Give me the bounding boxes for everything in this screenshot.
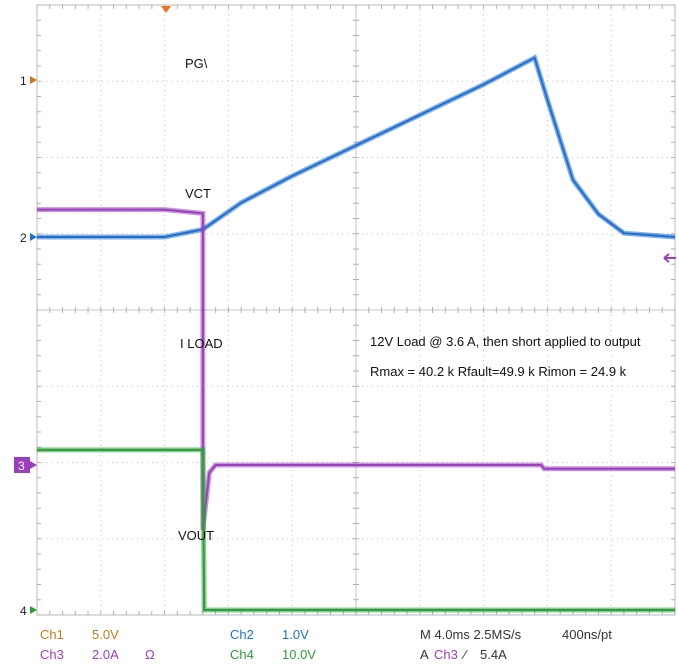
trigger-prefix: A	[420, 647, 429, 662]
trigger-slope-icon: ∕	[464, 647, 467, 662]
annotation-test-condition: 12V Load @ 3.6 A, then short applied to …	[370, 334, 641, 349]
channel-marker-arrow	[30, 461, 37, 469]
trigger-channel: Ch3	[434, 647, 458, 662]
channel-marker-arrow	[30, 76, 37, 84]
ch3-scale: 2.0A	[92, 647, 119, 662]
channel-marker-label: 1	[20, 74, 27, 88]
trace-label-pg: PG\	[185, 56, 208, 71]
channel-marker-label: 2	[20, 231, 27, 245]
trace-iload	[37, 208, 675, 530]
ch1-label: Ch1	[40, 627, 64, 642]
ch2-label: Ch2	[230, 627, 254, 642]
record-readout: 400ns/pt	[562, 627, 612, 642]
trace-vout	[37, 448, 675, 611]
channel-marker-label: 3	[18, 459, 25, 473]
ch4-scale: 10.0V	[282, 647, 316, 662]
ch2-scale: 1.0V	[282, 627, 309, 642]
ch3-label: Ch3	[40, 647, 64, 662]
channel-marker-label: 4	[20, 604, 27, 618]
channel-marker-arrow	[30, 233, 37, 241]
waveform-traces	[37, 54, 676, 613]
oscilloscope-plot: 1 2 3 4 PG\ VCT I LOAD VOUT 12V Load @ 3.6 …	[14, 4, 676, 618]
ch3-unit: Ω	[145, 647, 155, 662]
scope-readout: Ch1 5.0V Ch2 1.0V M 4.0ms 2.5MS/s 400ns/…	[0, 620, 679, 672]
trigger-level: 5.4A	[480, 647, 507, 662]
timebase-readout: M 4.0ms 2.5MS/s	[420, 627, 522, 642]
channel-markers: 1 2 3 4	[14, 74, 37, 618]
channel-marker-arrow	[30, 606, 37, 614]
annotation-resistor-values: Rmax = 40.2 k Rfault=49.9 k Rimon = 24.9…	[370, 364, 627, 379]
trace-label-iload: I LOAD	[180, 336, 223, 351]
trace-vct	[37, 56, 676, 238]
trace-label-vout: VOUT	[178, 528, 214, 543]
trigger-level-arrow	[663, 253, 676, 263]
channel-marker-box	[14, 457, 30, 473]
ch4-label: Ch4	[230, 647, 254, 662]
trigger-marker	[161, 6, 171, 13]
ch1-scale: 5.0V	[92, 627, 119, 642]
trace-label-vct: VCT	[185, 186, 211, 201]
